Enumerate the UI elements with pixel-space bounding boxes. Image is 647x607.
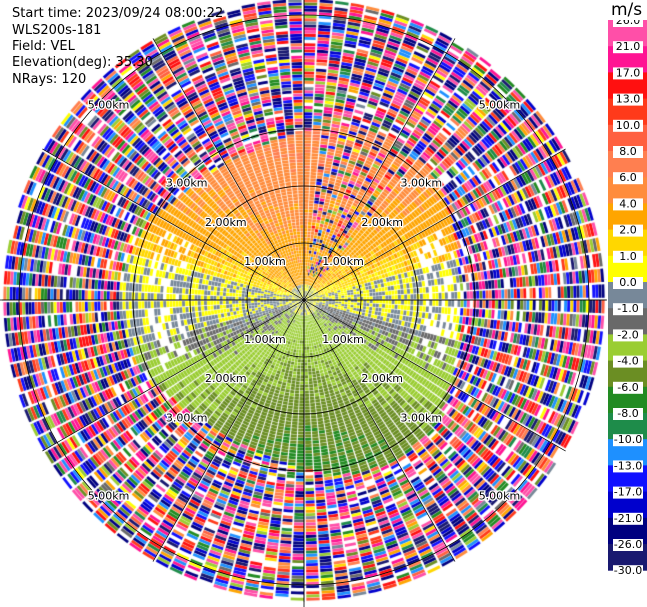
colorbar-tick-label: -21.0	[614, 512, 642, 525]
range-ring-label: 1.00km	[322, 333, 364, 346]
range-ring-label: 1.00km	[322, 255, 364, 268]
range-ring-label: 1.00km	[244, 333, 286, 346]
colorbar-tick-bg	[613, 277, 643, 289]
range-label-halo: 5.00km	[479, 489, 521, 502]
colorbar-tick-bg	[613, 198, 643, 211]
colorbar-unit-label: m/s	[611, 0, 643, 20]
azimuth-spoke	[42, 299, 305, 452]
range-label-halo: 1.00km	[322, 255, 364, 268]
range-label-halo: 3.00km	[166, 177, 208, 190]
range-ring-label: 5.00km	[88, 489, 130, 502]
range-label-halo: 3.00km	[400, 411, 442, 424]
colorbar-tick-label: 8.0	[619, 145, 637, 158]
colorbar-tick-bg	[613, 303, 643, 316]
colorbar-tick-label: 2.0	[619, 224, 637, 237]
range-ring-label: 3.00km	[166, 177, 208, 190]
colorbar-tick-bg	[613, 146, 643, 158]
colorbar-tick-label: 0.0	[619, 276, 637, 289]
colorbar-tick-bg	[613, 565, 643, 578]
colorbar-tick-label: 17.0	[616, 66, 641, 79]
range-label-halo: 2.00km	[205, 372, 247, 385]
colorbar-tick-bg	[613, 434, 643, 447]
range-label-halo: 2.00km	[205, 216, 247, 229]
colorbar-tick-label: 21.0	[616, 40, 641, 53]
range-ring-label: 2.00km	[205, 216, 247, 229]
colorbar-tick-label: -13.0	[614, 459, 642, 472]
colorbar-tick-label: -1.0	[617, 302, 638, 315]
colorbar-tick-label: -30.0	[614, 564, 642, 577]
range-ring-label: 5.00km	[479, 489, 521, 502]
range-label-halo: 1.00km	[322, 333, 364, 346]
range-ring-label: 1.00km	[244, 255, 286, 268]
start-time-label: Start time: 2023/09/24 08:00:22	[12, 6, 224, 21]
colorbar-tick-label: -10.0	[614, 433, 642, 446]
colorbar-tick-bg	[613, 250, 643, 263]
colorbar-tick-label: 6.0	[619, 171, 637, 184]
range-label-halo: 1.00km	[244, 333, 286, 346]
field-label: Field: VEL	[12, 39, 75, 54]
range-label-halo: 3.00km	[400, 177, 442, 190]
colorbar-tick-label: -2.0	[617, 328, 638, 341]
colorbar-tick-bg	[613, 355, 643, 368]
colorbar-tick-label: 26.0	[616, 20, 641, 27]
range-label-halo: 3.00km	[166, 411, 208, 424]
colorbar-tick-label: 1.0	[619, 250, 637, 263]
colorbar-tick-bg	[613, 408, 643, 420]
range-label-halo: 2.00km	[361, 216, 403, 229]
range-ring-label: 2.00km	[361, 372, 403, 385]
azimuth-spoke	[303, 148, 566, 301]
colorbar-tick-label: -17.0	[614, 486, 642, 499]
nrays-label: NRays: 120	[12, 72, 87, 87]
azimuth-spoke	[42, 148, 305, 301]
colorbar-tick-bg	[613, 381, 643, 394]
colorbar-tick-label: -4.0	[617, 355, 638, 368]
velocity-colorbar: 26.0 21.0 17.0 13.0 10.0 8.0 6.0 4.0 2.0 1.0 0.0 -1…	[608, 20, 647, 578]
range-ring-label: 2.00km	[361, 216, 403, 229]
colorbar-tick-bg	[613, 329, 643, 342]
colorbar-tick-label: 4.0	[619, 197, 637, 210]
range-label-halo: 5.00km	[88, 489, 130, 502]
colorbar-tick-bg	[613, 119, 643, 132]
colorbar-tick-label: -8.0	[617, 407, 638, 420]
azimuth-spoke	[152, 38, 305, 301]
range-ring-label: 3.00km	[400, 177, 442, 190]
range-ring-label: 5.00km	[479, 99, 521, 112]
elevation-label: Elevation(deg): 35.30	[12, 55, 153, 70]
range-ring-label: 3.00km	[400, 411, 442, 424]
colorbar-tick-bg	[613, 486, 643, 499]
azimuth-spoke	[303, 38, 456, 301]
colorbar-tick-bg	[613, 172, 643, 185]
range-label-halo: 5.00km	[479, 99, 521, 112]
colorbar-tick-label: -6.0	[617, 381, 638, 394]
colorbar-tick-bg	[613, 539, 643, 551]
range-label-halo: 5.00km	[88, 99, 130, 112]
range-ring-label: 5.00km	[88, 99, 130, 112]
range-ring-label: 2.00km	[205, 372, 247, 385]
colorbar-tick-bg	[613, 512, 643, 525]
colorbar-tick-bg	[613, 93, 643, 106]
range-label-halo: 2.00km	[361, 372, 403, 385]
azimuth-spoke	[303, 299, 566, 452]
azimuth-spoke	[303, 299, 456, 562]
colorbar-tick-bg	[613, 20, 643, 27]
azimuth-spoke	[152, 299, 305, 562]
range-ring-label: 3.00km	[166, 411, 208, 424]
instrument-label: WLS200s-181	[12, 23, 102, 38]
range-label-halo: 1.00km	[244, 255, 286, 268]
colorbar-tick-bg	[613, 224, 643, 237]
colorbar-tick-label: 13.0	[616, 93, 641, 106]
colorbar-tick-label: 10.0	[616, 119, 641, 132]
colorbar-tick-label: -26.0	[614, 538, 642, 551]
colorbar-tick-bg	[613, 41, 643, 54]
colorbar-tick-bg	[613, 460, 643, 473]
colorbar-tick-bg	[613, 67, 643, 80]
